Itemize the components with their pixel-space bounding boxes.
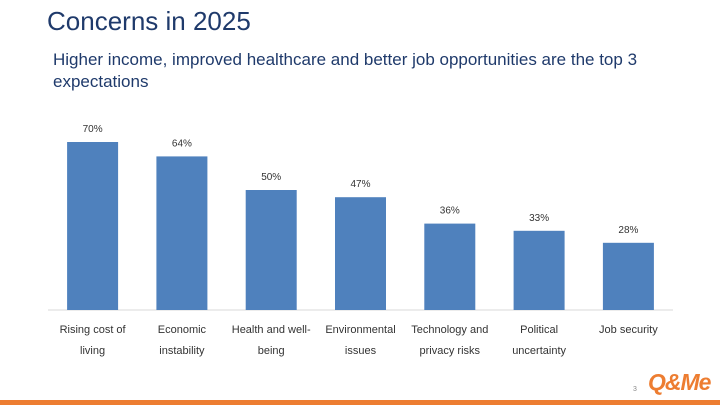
bar-1 <box>156 156 208 310</box>
bar-value-label-2: 50% <box>261 172 281 183</box>
category-label-2: Health and well-being <box>232 324 311 357</box>
bar-4 <box>424 223 476 310</box>
bar-0 <box>67 142 119 310</box>
page-title: Concerns in 2025 <box>47 6 251 36</box>
category-label-1: Economic instability <box>158 324 207 357</box>
bar-2 <box>245 190 297 310</box>
bar-value-label-3: 47% <box>350 179 370 190</box>
category-label-4: Technology and privacy risks <box>411 324 488 357</box>
category-label-3: Environmental issues <box>325 324 395 357</box>
bar-value-label-1: 64% <box>172 138 192 149</box>
page-subtitle: Higher income, improved healthcare and b… <box>53 50 638 91</box>
qme-logo: Q&Me <box>648 369 711 395</box>
footer-accent-bar <box>0 400 720 405</box>
category-label-6: Job security <box>599 324 658 336</box>
bar-6 <box>602 242 654 310</box>
bar-value-label-4: 36% <box>440 206 460 217</box>
category-label-0: Rising cost of living <box>60 324 127 357</box>
category-label-5: Political uncertainty <box>512 324 566 357</box>
bar-value-label-5: 33% <box>529 213 549 224</box>
bar-value-label-0: 70% <box>83 124 103 135</box>
bar-value-label-6: 28% <box>618 225 638 236</box>
bar-chart: 70% 64% 50% 47% 36% 33% 28% Rising cost of livi… <box>48 124 673 357</box>
bar-5 <box>513 230 565 310</box>
page-number: 3 <box>633 386 637 393</box>
bar-3 <box>335 197 386 310</box>
